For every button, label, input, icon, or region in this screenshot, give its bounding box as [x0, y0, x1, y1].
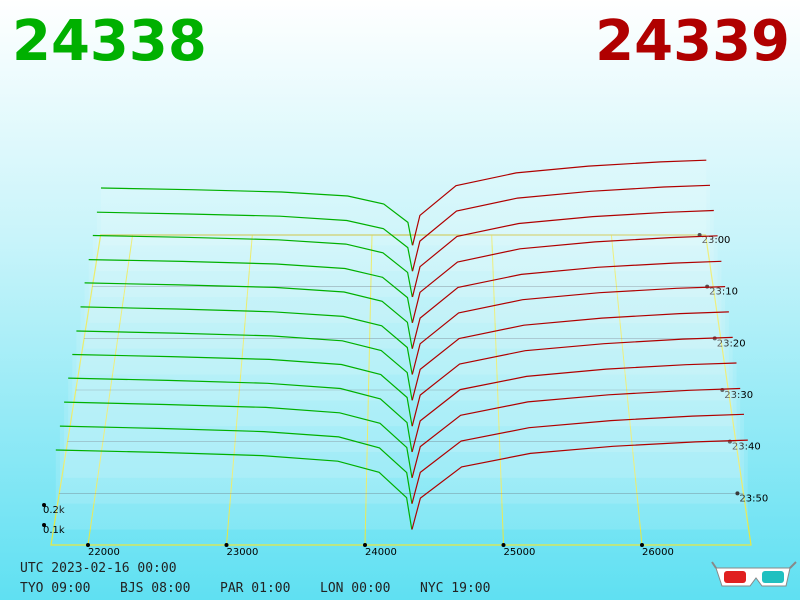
ask-depth-fill: [412, 337, 733, 427]
time-tick: [735, 491, 740, 496]
ask-depth-line: [411, 387, 741, 478]
ask-depth-line: [411, 286, 726, 375]
zone-time: BJS 08:00: [120, 581, 190, 596]
ask-depth-line: [411, 260, 722, 349]
utc-time: UTC 2023-02-16 00:00: [20, 561, 177, 576]
ask-depth-fill: [412, 363, 737, 452]
bid-depth-fill: [76, 331, 413, 401]
bid-depth-line: [92, 234, 413, 298]
bid-depth-line: [84, 282, 413, 349]
bid-depth-fill: [72, 354, 413, 427]
ask-depth-fill: [411, 440, 748, 530]
ask-depth-fill: [412, 160, 707, 246]
ask-depth-line: [411, 311, 729, 401]
bid-depth-line: [80, 306, 413, 375]
volume-tick: [42, 523, 47, 527]
ask-depth-line: [411, 209, 714, 298]
ask-depth-fill: [412, 185, 711, 272]
ask-depth-fill: [412, 414, 744, 504]
bid-depth-fill: [59, 426, 412, 504]
bid-depth-fill: [88, 259, 413, 323]
price-tick: [640, 543, 644, 547]
3d-glasses-button[interactable]: [711, 561, 797, 587]
zone-time: NYC 19:00: [420, 581, 490, 596]
bid-depth-line: [68, 377, 413, 453]
ask-depth-fill: [412, 235, 718, 323]
bid-depth-line: [100, 187, 413, 246]
bid-depth-line: [59, 425, 413, 504]
volume-tick: [42, 503, 47, 507]
zone-time: LON 00:00: [320, 581, 390, 596]
bid-depth-line: [88, 259, 413, 323]
price-tick: [224, 543, 229, 547]
bid-depth-line: [72, 353, 413, 427]
bid-depth-fill: [92, 235, 413, 297]
ask-depth-fill: [412, 388, 741, 478]
ask-depth-line: [411, 362, 737, 453]
time-tick-label: 23:00: [702, 235, 731, 246]
ask-depth-fill: [412, 210, 714, 297]
time-tick-label: 23:10: [709, 287, 738, 298]
price-tick: [501, 543, 506, 547]
time-tick-label: 23:30: [724, 390, 753, 401]
bid-depth-fill: [64, 402, 412, 478]
ask-depth-line: [411, 184, 711, 272]
bid-depth-fill: [84, 282, 413, 349]
ask-depth-fill: [412, 311, 729, 401]
bid-depth-fill: [55, 450, 412, 530]
price-tick-label: 23000: [227, 547, 259, 558]
ask-depth-line: [411, 439, 748, 530]
bid-price: 24338: [12, 9, 207, 74]
ask-depth-line: [411, 413, 745, 504]
bid-depth-fill: [80, 306, 413, 375]
price-tick-label: 26000: [642, 547, 674, 558]
ask-depth-line: [411, 235, 718, 323]
time-tick-label: 23:40: [732, 442, 761, 453]
ask-depth-line: [411, 336, 733, 427]
time-tick-label: 23:50: [739, 493, 768, 504]
zone-time: TYO 09:00: [20, 581, 90, 596]
volume-tick-label: 0.2k: [43, 505, 65, 516]
volume-tick-label: 0.1k: [43, 525, 65, 536]
bid-depth-fill: [101, 188, 413, 246]
ask-depth-fill: [412, 261, 722, 349]
plot: 22000 23000 24000 25000 26000 23:00 23:10 23:20…: [42, 159, 768, 558]
bid-depth-line: [55, 449, 413, 530]
bid-depth-line: [96, 211, 413, 272]
bid-depth-fill: [68, 378, 413, 452]
price-tick-label: 25000: [504, 547, 536, 558]
bid-depth-line: [64, 401, 413, 478]
price-tick: [86, 543, 90, 547]
ask-depth-line: [412, 159, 707, 246]
ask-depth-fill: [412, 286, 726, 375]
price-tick: [363, 543, 367, 547]
price-tick-label: 22000: [88, 547, 120, 558]
zone-time: PAR 01:00: [220, 581, 290, 596]
ask-price: 24339: [595, 9, 790, 74]
bid-depth-fill: [96, 212, 413, 272]
bid-depth-line: [76, 330, 413, 401]
time-tick-label: 23:20: [717, 338, 746, 349]
price-tick-label: 24000: [365, 547, 397, 558]
